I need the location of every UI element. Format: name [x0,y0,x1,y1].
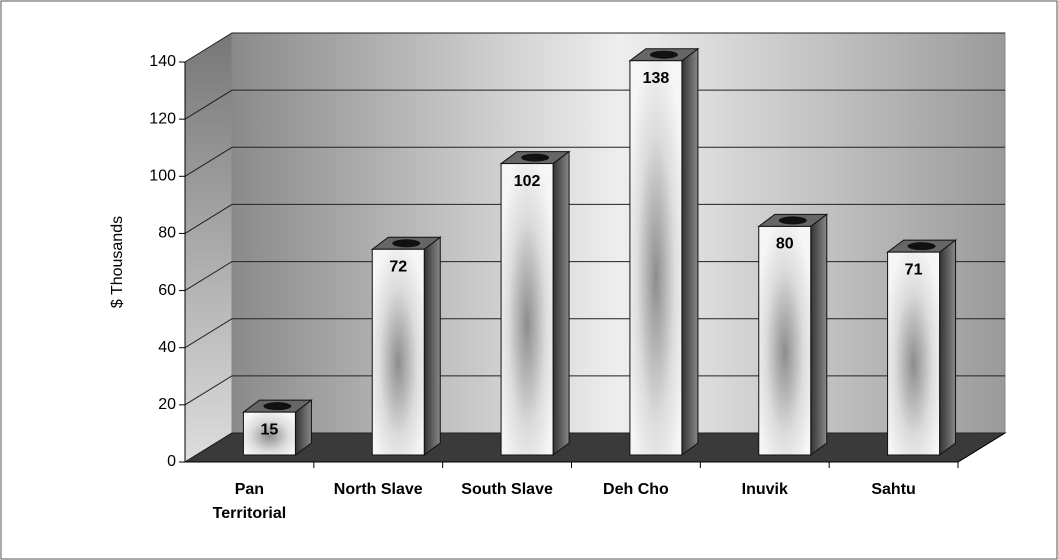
grid-line [184,32,1005,63]
bar-side [810,213,828,456]
side-wall [184,32,233,463]
bar [629,60,683,456]
grid-line [184,146,1005,177]
value-label: 72 [389,259,407,276]
bar-side [552,150,570,456]
x-tick-label: Inuvik [741,481,788,498]
bar-top-shade [907,242,936,251]
x-tick-label: Pan Territorial [212,481,287,522]
value-label: 80 [776,236,794,253]
y-tick-label: 20 [158,396,176,413]
grid-line [184,261,1005,291]
bar [758,225,812,456]
y-tick-label: 120 [149,110,176,127]
grid-line [184,375,1005,406]
grid-line [184,318,1005,349]
bar [242,411,296,456]
x-tick-label: Deh Cho [603,481,669,498]
bar [500,163,554,456]
y-tick-label: 80 [158,225,176,242]
value-label: 138 [643,70,670,87]
value-label: 102 [514,173,541,190]
bar-side [681,47,699,456]
x-tick-label: Sahtu [871,481,916,498]
bar [887,251,941,456]
bar [371,248,425,456]
grid-line [184,203,1005,234]
y-tick-label: 140 [149,53,176,70]
x-axis-depth [957,432,1006,463]
bar-top-shade [392,239,421,248]
y-tick-label: 100 [149,168,176,185]
bar-top-shade [263,402,292,411]
bar-top-shade [778,216,807,225]
value-label: 71 [905,261,923,278]
grid-line [184,89,1005,120]
y-tick-label: 40 [158,339,176,356]
y-tick-label: 0 [167,453,176,470]
bar-side [423,236,441,456]
bar-side [939,239,957,456]
x-tick-label: South Slave [461,481,553,498]
grid-line [184,432,1005,463]
x-tick-label: North Slave [333,481,423,498]
value-label: 15 [261,421,279,438]
y-axis-label: $ Thousands [109,216,126,308]
bar-top-shade [649,50,678,59]
bar-top-shade [521,153,550,162]
y-tick-label: 60 [158,282,176,299]
